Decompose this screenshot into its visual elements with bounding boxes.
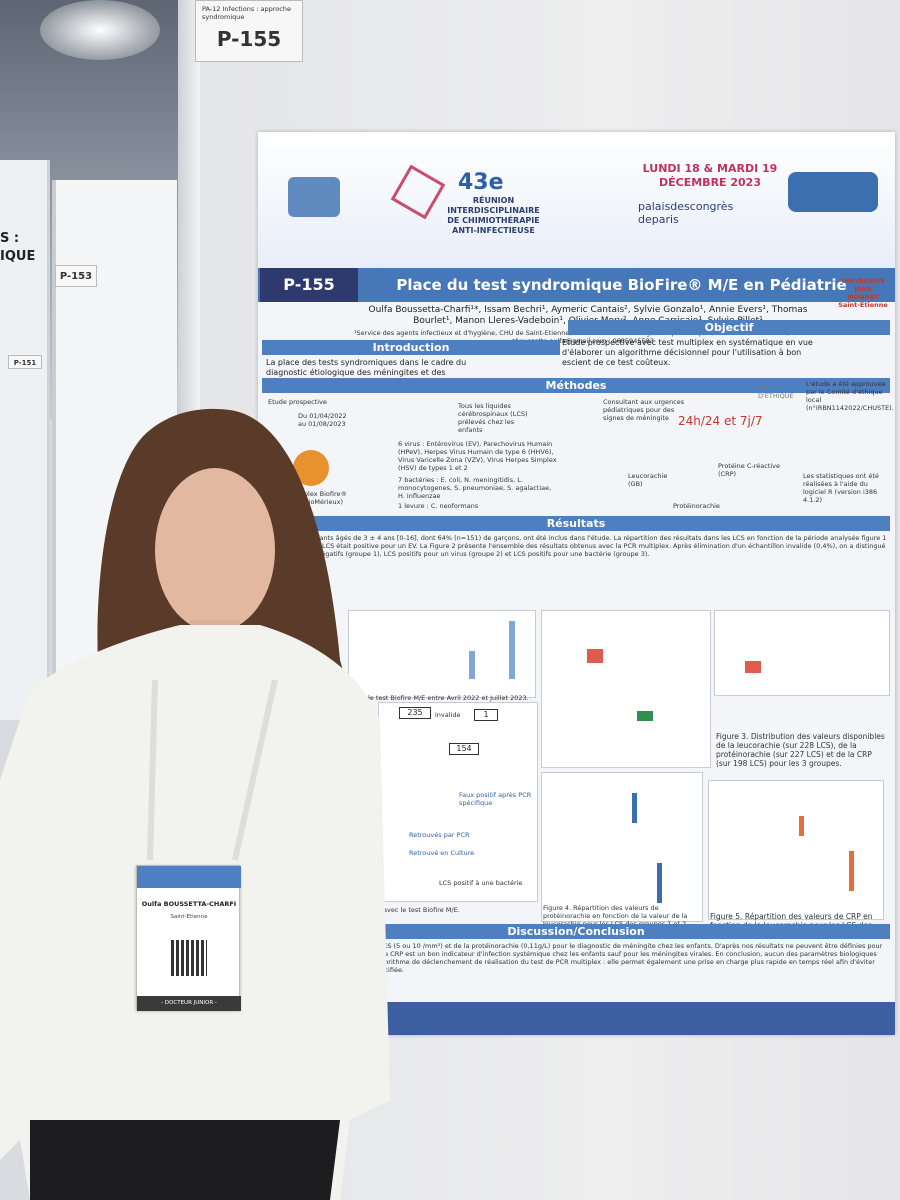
top-sign-small: PA-12 Infections : approche syndromique	[202, 5, 291, 21]
person	[0, 408, 390, 1200]
far-left-sign: P-151	[8, 355, 42, 369]
flow-invalid: invalide	[435, 711, 461, 719]
stats: Les statistiques ont été réalisées à l'a…	[803, 472, 879, 504]
fig3-box	[745, 661, 761, 673]
left-poster-fragment: S : IQUE	[0, 231, 36, 264]
objectif-text: Etude prospective avec test multiplex en…	[562, 338, 813, 367]
poster-header: 43e RÉUNION INTERDISCIPLINAIRE DE CHIMIO…	[258, 132, 895, 268]
header-icon	[288, 177, 340, 217]
resultats-heading: Résultats	[262, 516, 890, 531]
flow-negative: 154	[449, 743, 479, 755]
figure-3b	[714, 610, 890, 696]
multiplex: Multiplex Biofire® M/E (bioMérieux)	[288, 490, 347, 506]
fig5-bar	[799, 816, 804, 836]
leucorachie: Leucorachie (GB)	[628, 472, 668, 488]
event-dates: LUNDI 18 & MARDI 19 DÉCEMBRE 2023	[642, 162, 778, 189]
top-sign: PA-12 Infections : approche syndromique …	[195, 0, 303, 62]
ceiling-light	[40, 0, 160, 60]
samples: Tous les liquides cérébrospinaux (LCS) p…	[458, 402, 528, 434]
methodes-heading: Méthodes	[262, 378, 890, 393]
patients: Consultant aux urgences pédiatriques pou…	[603, 398, 685, 422]
introduction-heading: Introduction	[262, 340, 560, 355]
badge-header	[137, 866, 241, 888]
fig4-bar	[632, 793, 637, 823]
left-panel	[0, 160, 50, 720]
fig3-caption: Figure 3. Distribution des valeurs dispo…	[716, 732, 885, 768]
fig5-bar	[849, 851, 854, 891]
event-venue: palaisdescongrès deparis	[638, 200, 734, 226]
qr-code	[171, 940, 207, 976]
flow-total: 235	[399, 707, 431, 719]
fig1-bar	[469, 651, 475, 679]
poster-title: Place du test syndromique BioFire® M/E e…	[396, 276, 847, 294]
title-bar: Place du test syndromique BioFire® M/E e…	[258, 268, 895, 302]
viruses: 6 virus : Entérovirus (EV), Parechovirus…	[398, 440, 557, 472]
crp: Protéine C-réactive (CRP)	[718, 462, 781, 478]
figure-5	[708, 780, 884, 920]
fig1-caption: le test Biofire M/E entre Avril 2022 et …	[368, 694, 529, 702]
ethics-logo: TERRE D'ÉTHIQUE	[758, 384, 794, 400]
left-sign: P-153	[55, 265, 97, 287]
fig3-box	[587, 649, 603, 663]
yeast: 1 levure : C. neoformans	[398, 502, 479, 510]
fig1-bar	[509, 621, 515, 679]
discussion-heading: Discussion/Conclusion	[262, 924, 890, 939]
badge: Oulfa BOUSSETTA-CHARFI Saint-Etienne - D…	[136, 865, 241, 1011]
university: UNIVERSITÉ JEAN MONNET Saint-Etienne	[838, 277, 888, 309]
figure-4	[541, 772, 703, 922]
flow-pcr: Retrouvés par PCR	[409, 831, 470, 839]
ethics: L'étude a été approuvée par le Comité d'…	[806, 380, 894, 412]
header-icon	[788, 172, 878, 212]
fig3-box	[637, 711, 653, 721]
availability: 24h/24 et 7j/7	[678, 414, 763, 428]
poster: 43e RÉUNION INTERDISCIPLINAIRE DE CHIMIO…	[258, 132, 895, 1035]
event-name: RÉUNION INTERDISCIPLINAIRE DE CHIMIOTHÉR…	[447, 196, 540, 235]
badge-name: Oulfa BOUSSETTA-CHARFI	[141, 900, 237, 908]
poster-id: P-155	[260, 268, 358, 302]
study-type: Etude prospective	[268, 398, 327, 406]
flow-one: 1	[474, 709, 498, 721]
header-hexagon	[390, 164, 446, 220]
bacteria: 7 bactéries : E. coli, N. meningitidis, …	[398, 476, 552, 500]
fig2-caption: avec le test Biofire M/E.	[383, 906, 460, 914]
resultats-text: LCS chez des enfants âgés de 3 ± 4 ans […	[264, 534, 887, 558]
top-sign-id: P-155	[216, 27, 282, 51]
face	[155, 468, 275, 632]
flow-bacteria: LCS positif à une bactérie	[439, 879, 523, 887]
figure-2: 235 invalide 1 154 Faux positif après PC…	[378, 702, 538, 902]
objectif-heading: Objectif	[568, 320, 890, 335]
study-period: Du 01/04/2022 au 01/08/2023	[298, 412, 347, 428]
lanyard	[147, 679, 278, 861]
flow-culture: Retrouvé en Culture	[409, 849, 475, 857]
trousers	[30, 1120, 340, 1200]
figure-1	[348, 610, 536, 698]
proteinorachie: Protéinorachie	[673, 502, 720, 510]
fig4-bar	[657, 863, 662, 903]
badge-role: - DOCTEUR JUNIOR -	[137, 996, 241, 1011]
figure-3a	[541, 610, 711, 768]
edition: 43e	[458, 170, 504, 195]
flow-false-positive: Faux positif après PCR spécifique	[459, 791, 532, 807]
badge-city: Saint-Etienne	[170, 914, 208, 920]
